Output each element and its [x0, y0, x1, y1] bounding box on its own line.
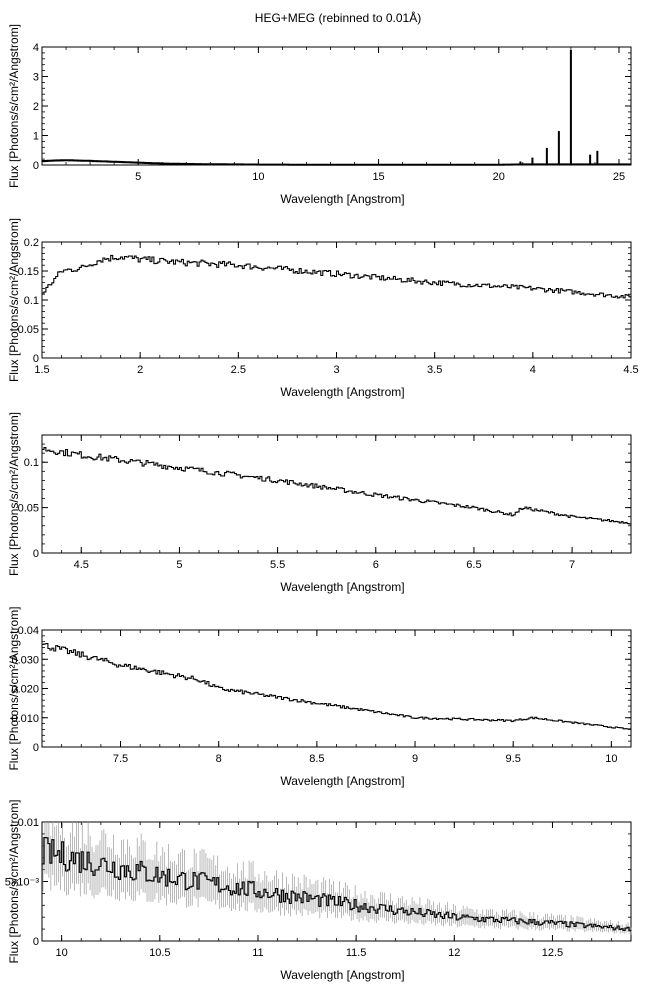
spectrum-line	[42, 254, 632, 299]
x-tick-label: 9.5	[506, 753, 521, 765]
y-tick-label: 0	[33, 548, 39, 560]
plot-frame	[41, 434, 632, 554]
x-tick-label: 2	[137, 364, 143, 376]
y-axis-label: Flux [Photons/s/cm²/Angstrom]	[7, 606, 21, 770]
x-tick-label: 4.5	[74, 559, 89, 571]
y-tick-label: 0	[33, 936, 39, 948]
y-axis-label: Flux [Photons/s/cm²/Angstrom]	[7, 218, 21, 382]
y-tick-label: 4	[33, 42, 39, 54]
y-tick-label: 0.15	[18, 266, 39, 278]
x-tick-label: 3.5	[427, 364, 442, 376]
x-tick-label: 8.5	[309, 753, 324, 765]
x-tick-label: 4	[530, 364, 536, 376]
spectrum-panel: 10 10.5 11 11.5 12 12.5 0 5×10⁻³ 0.01 Wavelength …	[5, 799, 632, 982]
x-axis-label: Wavelength [Angstrom]	[280, 192, 404, 206]
y-tick-label: 0.020	[11, 684, 39, 696]
x-tick-label: 5	[135, 171, 141, 183]
y-tick-label: 0.1	[24, 295, 39, 307]
x-tick-label: 7.5	[113, 753, 128, 765]
spectrum-panel: 7.5 8 8.5 9 9.5 10 0 0.010 0.020 0.030 0.04 Wavelen…	[7, 606, 632, 788]
x-tick-label: 11	[252, 947, 263, 959]
y-tick-label: 0.2	[24, 237, 39, 249]
y-tick-label: 3	[33, 72, 39, 84]
x-tick-label: 12.5	[542, 947, 563, 959]
x-tick-label: 1.5	[34, 364, 49, 376]
x-tick-label: 11.5	[346, 947, 367, 959]
x-tick-label: 5	[176, 559, 182, 571]
spectrum-panel: 1.5 2 2.5 3 3.5 4 4.5 0 0.05 0.1 0.15 0.2 Wavelength…	[7, 218, 639, 399]
y-tick-label: 0.05	[18, 324, 39, 336]
x-axis-label: Wavelength [Angstrom]	[280, 385, 404, 399]
plot-frame	[41, 241, 632, 359]
y-axis-label: Flux [Photons/s/cm²/Angstrom]	[7, 24, 21, 188]
spectrum-line	[42, 837, 632, 932]
x-tick-label: 7	[569, 559, 575, 571]
y-tick-label: 0.030	[11, 654, 39, 666]
x-tick-label: 10	[605, 753, 617, 765]
x-tick-label: 15	[372, 171, 384, 183]
figure-title: HEG+MEG (rebinned to 0.01Å)	[255, 10, 421, 25]
y-tick-label: 0.1	[24, 457, 39, 469]
y-tick-label: 5×10⁻³	[5, 877, 40, 889]
y-tick-label: 0	[33, 353, 39, 365]
x-tick-label: 25	[613, 171, 625, 183]
y-axis-label: Flux [Photons/s/cm²/Angstrom]	[7, 412, 21, 576]
x-tick-label: 2.5	[231, 364, 246, 376]
x-tick-label: 10	[252, 171, 264, 183]
y-tick-label: 0.01	[18, 817, 39, 829]
x-tick-label: 4.5	[623, 364, 638, 376]
x-tick-label: 3	[333, 364, 339, 376]
y-axis-label: Flux [Photons/s/cm²/Angstrom]	[7, 799, 21, 963]
x-tick-label: 6	[373, 559, 379, 571]
x-tick-label: 8	[216, 753, 222, 765]
x-tick-label: 20	[493, 171, 505, 183]
y-tick-label: 0	[33, 742, 39, 754]
spectrum-line	[42, 447, 632, 525]
x-tick-label: 10	[56, 947, 68, 959]
plot-frame	[41, 46, 632, 166]
spectrum-line	[42, 159, 631, 166]
x-tick-label: 9	[412, 753, 418, 765]
x-tick-label: 12	[448, 947, 460, 959]
plot-frame	[41, 629, 632, 748]
y-tick-label: 2	[33, 101, 39, 113]
y-tick-label: 0	[33, 160, 39, 172]
spectrum-panel: 4.5 5 5.5 6 6.5 7 0 0.05 0.1 Wavelength [Angstrom…	[7, 412, 632, 594]
spectrum-panel: 5 10 15 20 25 0 1 2 3 4 Wavelength [Angstrom] Flux …	[7, 24, 632, 206]
x-axis-label: Wavelength [Angstrom]	[280, 580, 404, 594]
x-axis-label: Wavelength [Angstrom]	[280, 968, 404, 982]
y-tick-label: 0.05	[18, 503, 39, 515]
spectrum-line	[42, 642, 632, 730]
y-tick-label: 1	[33, 131, 39, 143]
y-tick-label: 0.04	[18, 625, 39, 637]
x-axis-label: Wavelength [Angstrom]	[280, 774, 404, 788]
x-tick-label: 6.5	[466, 559, 481, 571]
y-tick-label: 0.010	[11, 713, 39, 725]
x-tick-label: 5.5	[270, 559, 285, 571]
x-tick-label: 10.5	[149, 947, 170, 959]
